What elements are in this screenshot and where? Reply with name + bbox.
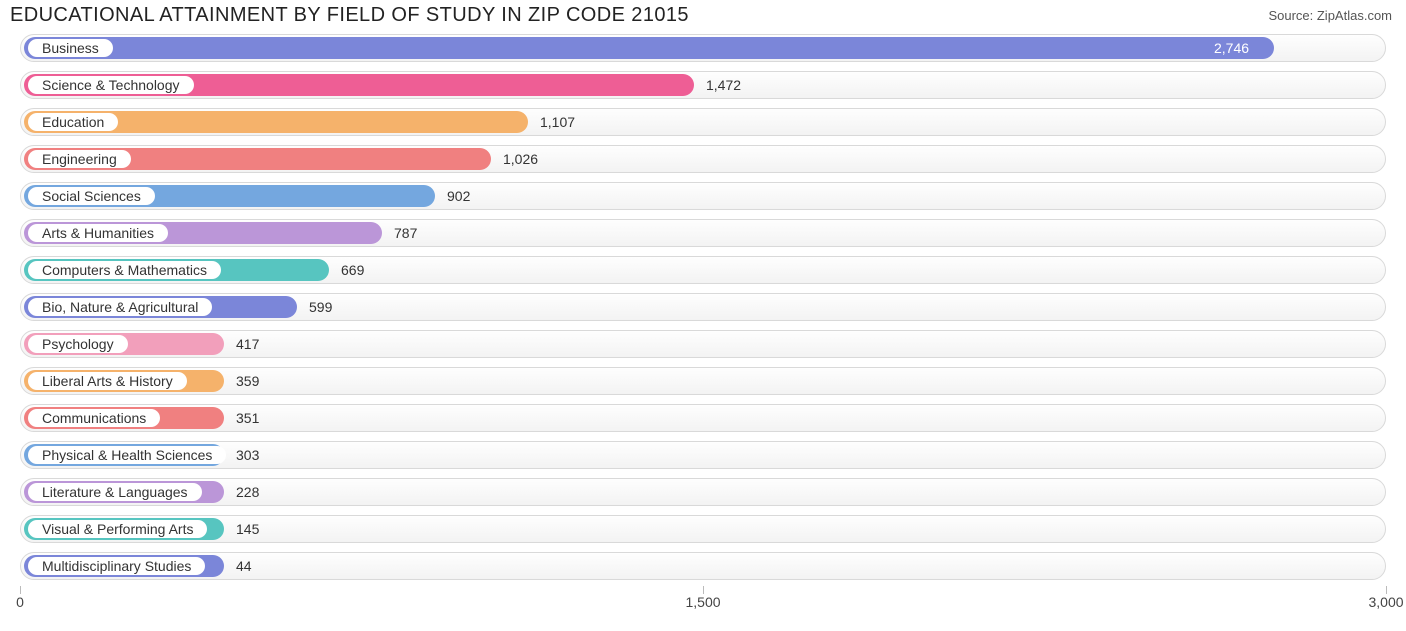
bar-category-pill: Psychology bbox=[28, 335, 128, 353]
bar-chart: Business2,746Science & Technology1,472Ed… bbox=[0, 29, 1406, 583]
bar-row: Visual & Performing Arts 145 bbox=[12, 512, 1394, 546]
x-tick-label: 1,500 bbox=[685, 594, 720, 610]
bar-row: Liberal Arts & History 359 bbox=[12, 364, 1394, 398]
x-tick bbox=[703, 586, 704, 594]
bar-value: 228 bbox=[236, 475, 259, 509]
bar-value: 1,107 bbox=[540, 105, 575, 139]
bar-category-pill: Bio, Nature & Agricultural bbox=[28, 298, 212, 316]
bar-track bbox=[20, 404, 1386, 432]
bar-category-pill: Business bbox=[28, 39, 113, 57]
x-tick-label: 3,000 bbox=[1368, 594, 1403, 610]
bar-value: 359 bbox=[236, 364, 259, 398]
bar-track bbox=[20, 515, 1386, 543]
bar-category-pill: Multidisciplinary Studies bbox=[28, 557, 205, 575]
chart-source: Source: ZipAtlas.com bbox=[1268, 8, 1392, 23]
bar-value: 351 bbox=[236, 401, 259, 435]
bar-value: 599 bbox=[309, 290, 332, 324]
bar-category-pill: Physical & Health Sciences bbox=[28, 446, 226, 464]
bar-category-pill: Communications bbox=[28, 409, 160, 427]
bar-value: 902 bbox=[447, 179, 470, 213]
bar-row: Literature & Languages 228 bbox=[12, 475, 1394, 509]
bar-row: Multidisciplinary Studies 44 bbox=[12, 549, 1394, 583]
bar-value: 44 bbox=[236, 549, 252, 583]
bar-row: Physical & Health Sciences 303 bbox=[12, 438, 1394, 472]
bar-category-pill: Computers & Mathematics bbox=[28, 261, 221, 279]
x-tick-label: 0 bbox=[16, 594, 24, 610]
bar-value: 1,472 bbox=[706, 68, 741, 102]
bar-row: Engineering 1,026 bbox=[12, 142, 1394, 176]
bar-row: Arts & Humanities 787 bbox=[12, 216, 1394, 250]
bar-row: Education 1,107 bbox=[12, 105, 1394, 139]
bar-value: 1,026 bbox=[503, 142, 538, 176]
bar-category-pill: Visual & Performing Arts bbox=[28, 520, 207, 538]
bar-value: 303 bbox=[236, 438, 259, 472]
bar-track bbox=[20, 552, 1386, 580]
bar-fill bbox=[24, 37, 1274, 59]
bar-category-pill: Literature & Languages bbox=[28, 483, 202, 501]
bar-track bbox=[20, 478, 1386, 506]
bar-category-pill: Social Sciences bbox=[28, 187, 155, 205]
bar-value: 417 bbox=[236, 327, 259, 361]
bar-row: Computers & Mathematics 669 bbox=[12, 253, 1394, 287]
bar-value: 145 bbox=[236, 512, 259, 546]
bar-row: Social Sciences 902 bbox=[12, 179, 1394, 213]
bar-track bbox=[20, 367, 1386, 395]
bar-row: Business 2,746 bbox=[12, 31, 1394, 65]
bar-row: Psychology 417 bbox=[12, 327, 1394, 361]
bar-category-pill: Engineering bbox=[28, 150, 131, 168]
bar-value: 669 bbox=[341, 253, 364, 287]
bar-value: 787 bbox=[394, 216, 417, 250]
bar-category-pill: Science & Technology bbox=[28, 76, 194, 94]
x-tick bbox=[20, 586, 21, 594]
bar-row: Communications 351 bbox=[12, 401, 1394, 435]
bar-category-pill: Arts & Humanities bbox=[28, 224, 168, 242]
bar-row: Science & Technology 1,472 bbox=[12, 68, 1394, 102]
bar-row: Bio, Nature & Agricultural 599 bbox=[12, 290, 1394, 324]
bar-category-pill: Liberal Arts & History bbox=[28, 372, 187, 390]
chart-title: EDUCATIONAL ATTAINMENT BY FIELD OF STUDY… bbox=[10, 4, 689, 27]
x-axis: 01,5003,000 bbox=[20, 586, 1386, 616]
bar-category-pill: Education bbox=[28, 113, 118, 131]
x-tick bbox=[1386, 586, 1387, 594]
bar-value: 2,746 bbox=[1214, 31, 1249, 65]
bar-track bbox=[20, 330, 1386, 358]
